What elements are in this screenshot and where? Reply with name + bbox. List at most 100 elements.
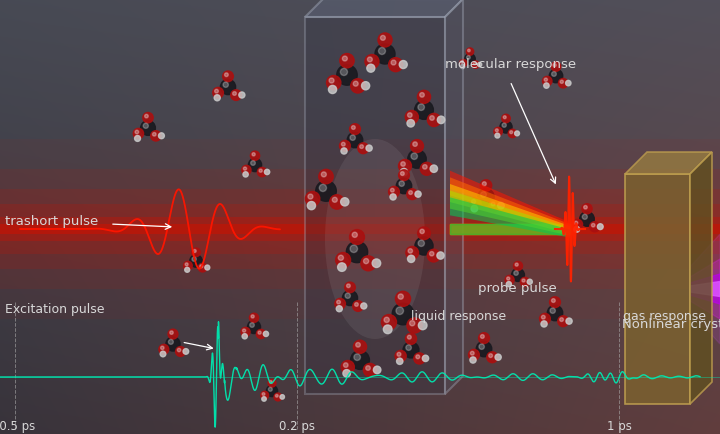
Polygon shape xyxy=(450,224,570,234)
Circle shape xyxy=(405,333,417,345)
Circle shape xyxy=(336,306,342,312)
Circle shape xyxy=(408,151,426,169)
Circle shape xyxy=(407,318,422,333)
Circle shape xyxy=(494,128,503,137)
Circle shape xyxy=(566,81,571,87)
Polygon shape xyxy=(450,184,570,234)
Circle shape xyxy=(411,154,418,160)
Circle shape xyxy=(400,172,404,176)
Circle shape xyxy=(541,321,547,327)
Circle shape xyxy=(361,256,376,271)
Circle shape xyxy=(160,352,166,357)
Circle shape xyxy=(351,79,365,94)
Circle shape xyxy=(552,299,555,303)
Circle shape xyxy=(415,102,433,120)
Circle shape xyxy=(256,329,266,339)
Bar xyxy=(0,140,720,319)
Circle shape xyxy=(365,56,379,69)
Polygon shape xyxy=(450,178,570,233)
Circle shape xyxy=(491,203,495,207)
Circle shape xyxy=(315,181,336,202)
Circle shape xyxy=(343,363,348,368)
Circle shape xyxy=(389,187,400,198)
Circle shape xyxy=(350,125,361,135)
Polygon shape xyxy=(450,224,570,234)
Circle shape xyxy=(305,192,320,207)
Circle shape xyxy=(580,212,594,227)
Circle shape xyxy=(276,395,278,397)
Circle shape xyxy=(361,82,369,91)
Circle shape xyxy=(527,279,532,285)
Circle shape xyxy=(354,82,359,87)
Circle shape xyxy=(250,323,254,328)
Polygon shape xyxy=(450,224,570,234)
Circle shape xyxy=(541,316,545,319)
Circle shape xyxy=(264,170,270,175)
Circle shape xyxy=(307,202,315,210)
Circle shape xyxy=(346,242,368,263)
Circle shape xyxy=(502,115,510,123)
Circle shape xyxy=(591,224,595,227)
Circle shape xyxy=(135,131,139,135)
Circle shape xyxy=(510,132,513,135)
Circle shape xyxy=(461,62,463,64)
Polygon shape xyxy=(625,153,712,174)
Circle shape xyxy=(214,95,220,102)
Circle shape xyxy=(480,335,485,339)
Circle shape xyxy=(473,63,476,66)
Circle shape xyxy=(192,257,197,262)
Ellipse shape xyxy=(325,140,425,339)
Circle shape xyxy=(249,313,258,322)
Circle shape xyxy=(549,297,560,308)
Circle shape xyxy=(495,129,498,132)
Bar xyxy=(0,170,720,289)
Circle shape xyxy=(193,250,197,253)
Circle shape xyxy=(430,252,434,256)
Circle shape xyxy=(408,335,411,339)
Circle shape xyxy=(346,284,350,288)
Circle shape xyxy=(437,252,444,260)
Polygon shape xyxy=(690,234,720,344)
Circle shape xyxy=(478,189,494,206)
Circle shape xyxy=(481,192,487,198)
Circle shape xyxy=(242,166,251,175)
Polygon shape xyxy=(625,174,690,404)
Circle shape xyxy=(337,301,341,304)
Circle shape xyxy=(423,355,428,362)
Circle shape xyxy=(395,292,410,307)
Polygon shape xyxy=(305,0,463,18)
Circle shape xyxy=(343,370,351,377)
Circle shape xyxy=(340,141,351,152)
Circle shape xyxy=(477,63,482,68)
Circle shape xyxy=(135,136,140,142)
Circle shape xyxy=(262,393,265,395)
Circle shape xyxy=(471,206,477,212)
Circle shape xyxy=(192,248,200,257)
Circle shape xyxy=(460,65,464,69)
Circle shape xyxy=(382,315,397,330)
Circle shape xyxy=(427,250,440,263)
Circle shape xyxy=(392,303,414,325)
Text: Nonlinear crystal: Nonlinear crystal xyxy=(622,317,720,330)
Circle shape xyxy=(552,72,557,77)
Circle shape xyxy=(321,172,326,178)
Circle shape xyxy=(559,318,564,322)
Circle shape xyxy=(356,343,360,347)
Circle shape xyxy=(360,145,364,149)
Circle shape xyxy=(399,171,410,181)
Circle shape xyxy=(212,88,223,99)
Circle shape xyxy=(418,240,425,247)
Circle shape xyxy=(397,352,401,356)
Circle shape xyxy=(364,364,377,377)
Circle shape xyxy=(329,79,334,84)
Circle shape xyxy=(464,55,475,65)
Circle shape xyxy=(400,169,408,176)
Circle shape xyxy=(467,56,470,60)
Circle shape xyxy=(243,329,246,332)
Circle shape xyxy=(336,253,351,268)
Circle shape xyxy=(354,303,359,306)
Circle shape xyxy=(335,299,346,309)
Polygon shape xyxy=(690,153,712,404)
Circle shape xyxy=(222,72,233,82)
Circle shape xyxy=(319,170,333,184)
